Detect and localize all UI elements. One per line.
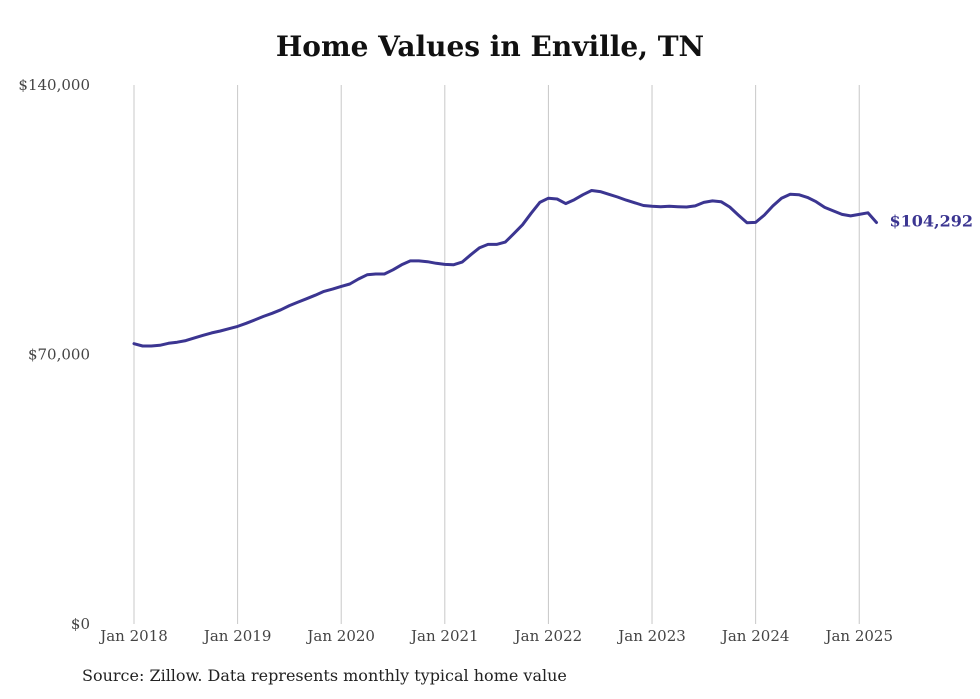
y-axis-ticks: $0 $70,000 $140,000 [18, 76, 90, 633]
x-tick-label: Jan 2021 [409, 627, 479, 645]
x-tick-label: Jan 2024 [720, 627, 790, 645]
x-tick-label: Jan 2020 [305, 627, 375, 645]
x-tick-label: Jan 2023 [616, 627, 686, 645]
y-tick-label: $140,000 [18, 76, 90, 94]
grid-lines [133, 85, 860, 624]
series-line [132, 189, 878, 348]
x-tick-label: Jan 2019 [202, 627, 272, 645]
series-layer [132, 189, 878, 348]
x-axis-ticks: Jan 2018 Jan 2019 Jan 2020 Jan 2021 Jan 2022… [98, 627, 893, 645]
end-value-label: $104,292 [890, 211, 974, 230]
y-tick-label: $0 [71, 615, 90, 633]
x-tick-label: Jan 2018 [98, 627, 168, 645]
x-tick-label: Jan 2025 [823, 627, 893, 645]
y-tick-label: $70,000 [28, 346, 90, 364]
end-label-layer: $104,292 [890, 211, 974, 230]
source-note: Source: Zillow. Data represents monthly … [82, 666, 567, 685]
x-tick-label: Jan 2022 [513, 627, 583, 645]
chart-title: Home Values in Enville, TN [275, 30, 705, 63]
